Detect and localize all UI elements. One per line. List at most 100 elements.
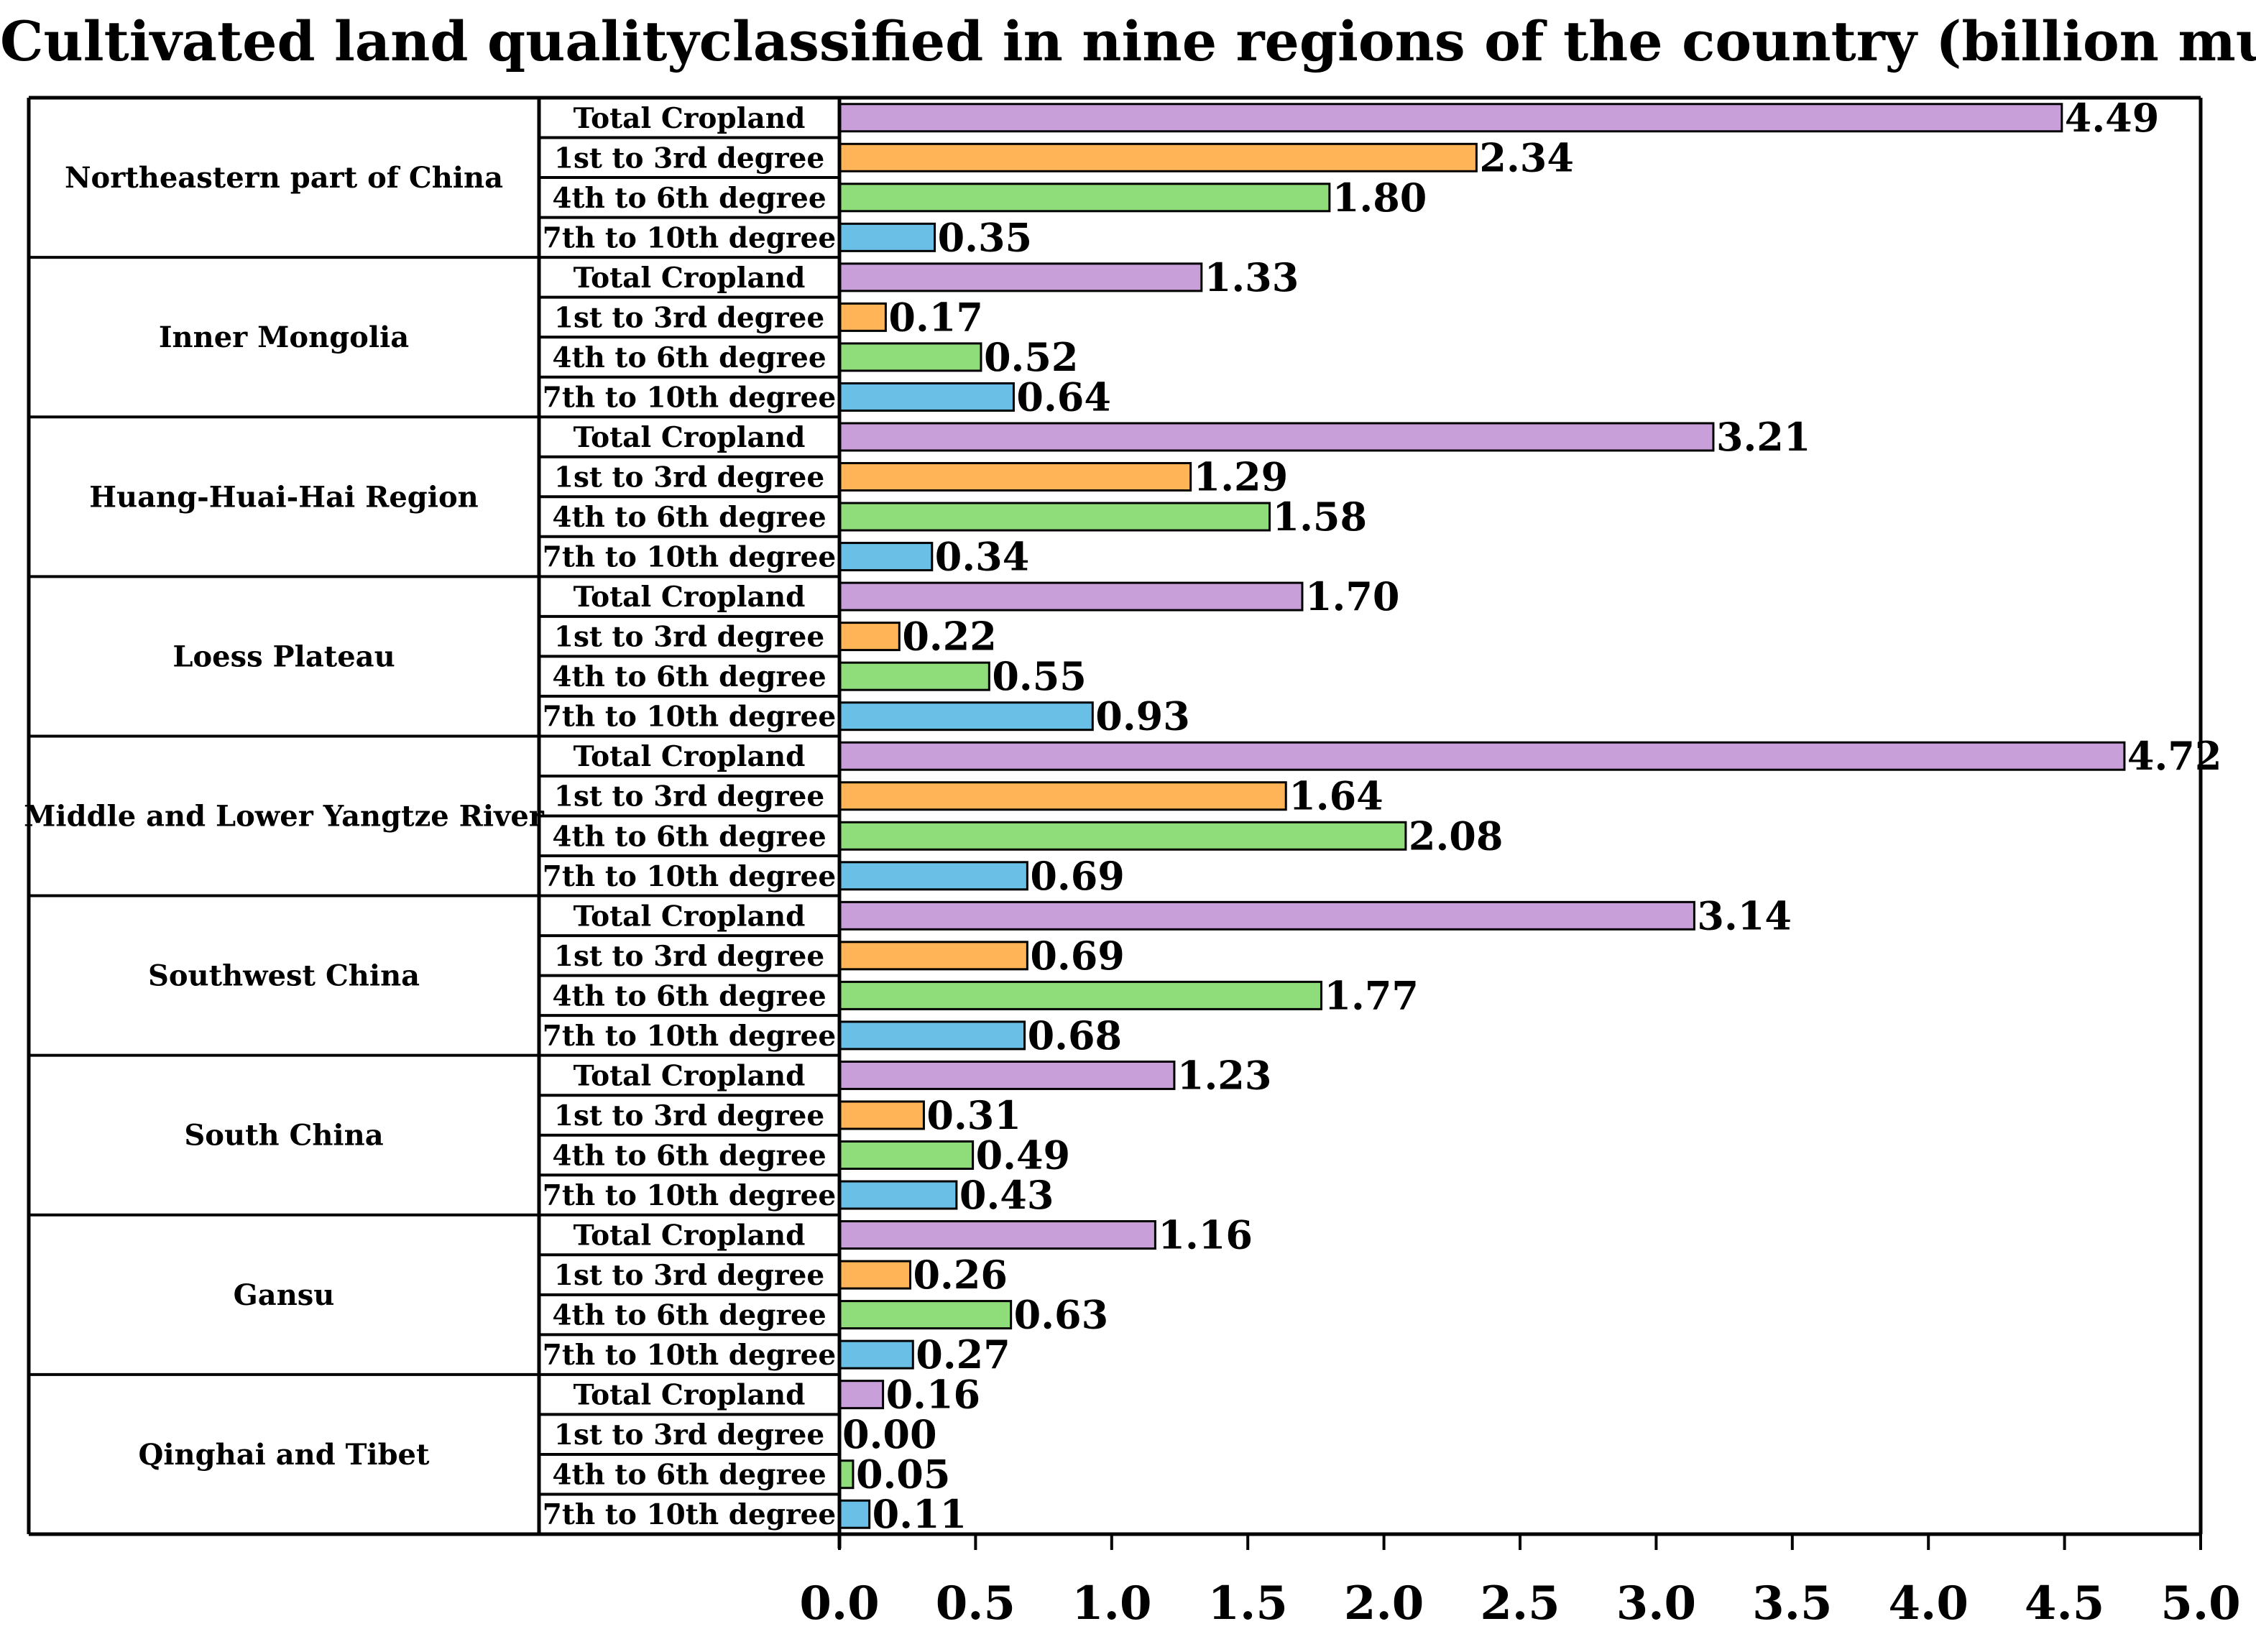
data-label: 0.52 [984,334,1079,380]
category-label: 4th to 6th degree [552,660,826,693]
region-label: Middle and Lower Yangtze River [24,800,545,834]
data-label: 1.64 [1289,773,1383,819]
chart-title: Cultivated land qualityclassified in nin… [0,9,2256,73]
category-label: 1st to 3rd degree [554,621,824,654]
bar [838,581,1304,612]
category-label: Total Cropland [574,102,806,135]
category-label: 1st to 3rd degree [554,940,824,973]
category-label: 1st to 3rd degree [554,1418,824,1452]
bar [838,1220,1156,1250]
bar [838,1380,885,1410]
bar [838,980,1322,1010]
x-tick-label: 3.5 [1752,1577,1832,1630]
bar [838,422,1715,452]
bar [838,183,1331,213]
region-label: Southwest China [148,959,420,993]
data-label: 0.27 [916,1332,1010,1378]
bar [838,542,934,572]
category-label: 7th to 10th degree [543,701,836,734]
bar [838,222,936,252]
bar [838,1140,975,1170]
category-label: 4th to 6th degree [552,182,826,215]
bar [838,1180,958,1210]
bar [838,103,2063,133]
bar [838,502,1271,532]
region-label: Gansu [234,1278,335,1312]
data-label: 0.11 [873,1491,967,1537]
category-label: 4th to 6th degree [552,1459,826,1492]
data-label: 0.34 [935,534,1030,580]
data-label: 1.58 [1273,494,1368,540]
data-label: 0.63 [1014,1292,1109,1338]
data-label: 0.00 [842,1411,937,1457]
data-label: 1.33 [1205,254,1299,300]
x-tick-label: 0.5 [936,1577,1016,1630]
data-label: 0.26 [913,1252,1008,1298]
category-label: 1st to 3rd degree [554,1259,824,1292]
category-label: 1st to 3rd degree [554,142,824,175]
category-label: 7th to 10th degree [543,1020,836,1053]
category-label: 7th to 10th degree [543,221,836,254]
category-label: Total Cropland [574,1219,806,1252]
data-label: 0.55 [992,653,1087,699]
data-label: 4.72 [2127,733,2222,779]
data-label: 0.22 [902,614,997,660]
x-tick-label: 0.0 [799,1577,879,1630]
x-tick-label: 2.0 [1344,1577,1424,1630]
bar [838,821,1407,851]
bar [838,1300,1013,1330]
bar [838,1459,855,1490]
data-label: 0.69 [1030,933,1125,979]
bar [838,622,901,652]
region-label: Huang-Huai-Hai Region [89,480,478,514]
category-label: 1st to 3rd degree [554,1099,824,1132]
data-label: 4.49 [2065,95,2160,141]
category-label: 4th to 6th degree [552,1139,826,1172]
data-label: 0.35 [938,214,1033,260]
data-label: 0.31 [926,1092,1021,1138]
category-label: 7th to 10th degree [543,1179,836,1212]
bar [838,1100,925,1130]
region-label: Inner Mongolia [159,320,409,354]
bar [838,302,887,332]
x-tick-label: 1.0 [1072,1577,1151,1630]
data-label: 0.69 [1030,853,1125,899]
x-tick-label: 1.5 [1208,1577,1288,1630]
bar [838,661,990,691]
category-label: 1st to 3rd degree [554,461,824,494]
category-label: 7th to 10th degree [543,541,836,574]
bar [838,900,1695,931]
data-label: 1.29 [1194,454,1289,500]
region-label: Qinghai and Tibet [139,1438,430,1472]
data-label: 2.08 [1409,813,1504,859]
category-label: 7th to 10th degree [543,860,836,893]
category-label: Total Cropland [574,262,806,295]
x-tick-label: 4.0 [1889,1577,1969,1630]
data-label: 1.16 [1158,1212,1253,1258]
category-label: 7th to 10th degree [543,381,836,414]
bar [838,1020,1026,1051]
data-label: 0.93 [1095,693,1190,739]
bar [838,262,1203,292]
data-label: 2.34 [1479,134,1574,180]
category-label: 4th to 6th degree [552,501,826,534]
category-label: 4th to 6th degree [552,820,826,853]
data-label: 0.05 [856,1452,951,1498]
data-label: 0.68 [1028,1012,1123,1058]
category-label: 4th to 6th degree [552,1299,826,1332]
bar [838,1339,914,1370]
data-label: 0.49 [976,1132,1071,1178]
bar [838,1260,911,1290]
bar [838,142,1478,172]
bar [838,342,982,372]
category-label: Total Cropland [574,1059,806,1092]
category-label: Total Cropland [574,900,806,933]
bar [838,1499,871,1529]
category-label: Total Cropland [574,421,806,454]
category-label: 7th to 10th degree [543,1339,836,1372]
bar [838,462,1192,492]
bar [838,701,1094,732]
category-label: Total Cropland [574,1379,806,1412]
region-label: Loess Plateau [172,640,395,673]
bar [838,781,1287,811]
